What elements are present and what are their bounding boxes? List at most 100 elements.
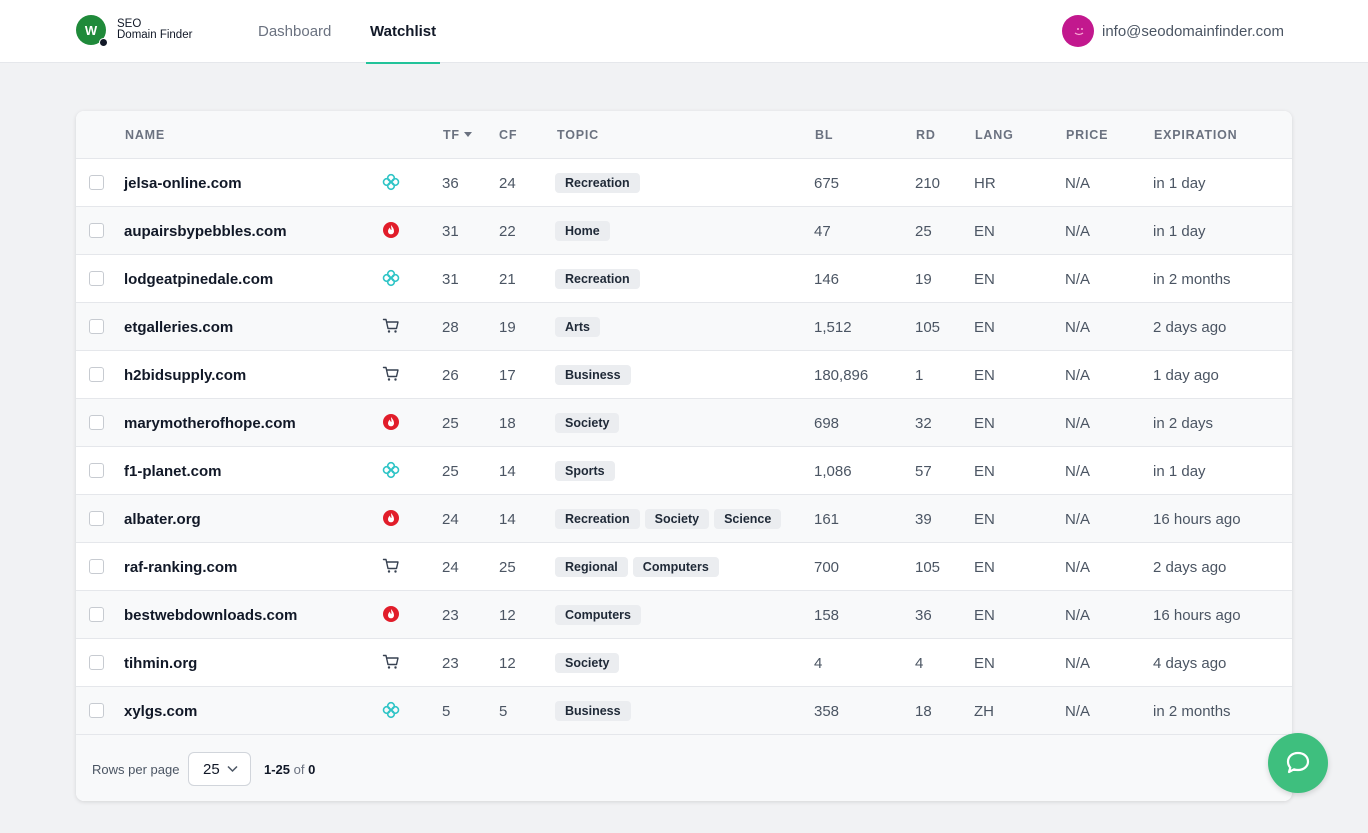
topic-tag[interactable]: Recreation bbox=[555, 269, 640, 289]
topic-tag[interactable]: Computers bbox=[632, 557, 719, 577]
rows-per-page-select[interactable]: 25 bbox=[188, 752, 251, 786]
domain-name[interactable]: raf-ranking.com bbox=[124, 559, 238, 576]
pagination-range-value: 1-25 bbox=[264, 762, 291, 777]
table-row[interactable]: raf-ranking.com 24 25 700 105 EN N/A 2 days ago… bbox=[76, 542, 1292, 590]
domain-name[interactable]: jelsa-online.com bbox=[124, 175, 242, 192]
domain-name[interactable]: marymotherofhope.com bbox=[124, 415, 296, 432]
topic-tags: Business bbox=[555, 701, 631, 721]
cell-tf: 5 bbox=[442, 703, 451, 720]
column-header-tf[interactable]: TF bbox=[443, 128, 472, 142]
cell-price: N/A bbox=[1065, 415, 1091, 432]
topic-tag[interactable]: Science bbox=[714, 509, 782, 529]
cell-lang: EN bbox=[974, 367, 995, 384]
domain-name[interactable]: xylgs.com bbox=[124, 703, 198, 720]
row-checkbox[interactable] bbox=[89, 415, 104, 430]
table-row[interactable]: f1-planet.com 25 14 1,086 57 EN N/A in 1 day Spo… bbox=[76, 446, 1292, 494]
cell-cf: 24 bbox=[499, 175, 516, 192]
table-row[interactable]: etgalleries.com 28 19 1,512 105 EN N/A 2 days a… bbox=[76, 302, 1292, 350]
user-email: info@seodomainfinder.com bbox=[1102, 22, 1284, 40]
topic-tags: Sports bbox=[555, 461, 615, 481]
topic-tag[interactable]: Regional bbox=[555, 557, 628, 577]
topic-tag[interactable]: Recreation bbox=[555, 509, 640, 529]
column-header-bl[interactable]: BL bbox=[815, 128, 834, 142]
chat-support-button[interactable] bbox=[1268, 733, 1328, 793]
topic-tag[interactable]: Sports bbox=[555, 461, 615, 481]
table-row[interactable]: marymotherofhope.com 25 18 698 32 EN N/A in 2 d… bbox=[76, 398, 1292, 446]
column-header-price[interactable]: PRICE bbox=[1066, 128, 1109, 142]
domain-name[interactable]: albater.org bbox=[124, 511, 201, 528]
row-checkbox[interactable] bbox=[89, 511, 104, 526]
domain-name[interactable]: lodgeatpinedale.com bbox=[124, 271, 274, 288]
user-menu[interactable]: info@seodomainfinder.com bbox=[1062, 15, 1284, 47]
table-row[interactable]: xylgs.com 5 5 358 18 ZH N/A in 2 months Business bbox=[76, 686, 1292, 734]
column-header-expiration[interactable]: EXPIRATION bbox=[1154, 128, 1238, 142]
topic-tag[interactable]: Recreation bbox=[555, 173, 640, 193]
row-checkbox[interactable] bbox=[89, 271, 104, 286]
table-footer: Rows per page 25 1-25 of 0 bbox=[76, 734, 1292, 801]
sort-desc-icon[interactable] bbox=[463, 132, 472, 137]
table-row[interactable]: jelsa-online.com 36 24 675 210 HR N/A in 1 day R… bbox=[76, 158, 1292, 206]
column-header-topic[interactable]: TOPIC bbox=[557, 128, 599, 142]
row-checkbox[interactable] bbox=[89, 559, 104, 574]
domain-name[interactable]: aupairsbypebbles.com bbox=[124, 223, 287, 240]
column-header-rd[interactable]: RD bbox=[916, 128, 936, 142]
row-checkbox[interactable] bbox=[89, 703, 104, 718]
topic-tag[interactable]: Computers bbox=[555, 605, 641, 625]
topic-tags: Society bbox=[555, 413, 620, 433]
nav-watchlist[interactable]: Watchlist bbox=[366, 0, 441, 64]
cell-expiration: 2 days ago bbox=[1153, 319, 1227, 336]
row-checkbox[interactable] bbox=[89, 607, 104, 622]
nav-dashboard[interactable]: Dashboard bbox=[258, 23, 332, 40]
watchlist-table: NAME TF CF TOPIC BL RD LANG PRICE EXPIRA… bbox=[76, 111, 1292, 801]
topic-tag[interactable]: Society bbox=[555, 413, 620, 433]
table-row[interactable]: lodgeatpinedale.com 31 21 146 19 EN N/A in 2 mo… bbox=[76, 254, 1292, 302]
row-checkbox[interactable] bbox=[89, 367, 104, 382]
topic-tag[interactable]: Business bbox=[555, 365, 631, 385]
rows-per-page-label: Rows per page bbox=[92, 762, 180, 777]
topic-tags: Business bbox=[555, 365, 631, 385]
cell-bl: 1,086 bbox=[814, 463, 852, 480]
topic-tag[interactable]: Arts bbox=[555, 317, 601, 337]
topic-tag[interactable]: Society bbox=[555, 653, 620, 673]
row-checkbox[interactable] bbox=[89, 463, 104, 478]
topic-tags: Home bbox=[555, 221, 610, 241]
column-header-cf[interactable]: CF bbox=[499, 128, 518, 142]
cell-price: N/A bbox=[1065, 175, 1091, 192]
pagination-total: 0 bbox=[308, 762, 316, 777]
row-checkbox[interactable] bbox=[89, 655, 104, 670]
cell-expiration: in 1 day bbox=[1153, 175, 1206, 192]
topic-tags: Recreation Society Science bbox=[555, 509, 782, 529]
column-header-lang[interactable]: LANG bbox=[975, 128, 1014, 142]
cart-icon bbox=[382, 317, 400, 335]
table-row[interactable]: aupairsbypebbles.com 31 22 47 25 EN N/A in 1 da… bbox=[76, 206, 1292, 254]
cell-price: N/A bbox=[1065, 367, 1091, 384]
domain-name[interactable]: tihmin.org bbox=[124, 655, 198, 672]
cell-expiration: 1 day ago bbox=[1153, 367, 1219, 384]
column-header-name[interactable]: NAME bbox=[125, 128, 166, 142]
domain-name[interactable]: f1-planet.com bbox=[124, 463, 222, 480]
table-row[interactable]: albater.org 24 14 161 39 EN N/A 16 hours ago Rec… bbox=[76, 494, 1292, 542]
topic-tag[interactable]: Home bbox=[555, 221, 610, 241]
table-row[interactable]: bestwebdownloads.com 23 12 158 36 EN N/A 16 hou… bbox=[76, 590, 1292, 638]
row-checkbox[interactable] bbox=[89, 223, 104, 238]
brand-logo[interactable]: W SEO Domain Finder bbox=[76, 15, 192, 47]
table-row[interactable]: h2bidsupply.com 26 17 180,896 1 EN N/A 1 day ag… bbox=[76, 350, 1292, 398]
cell-lang: EN bbox=[974, 607, 995, 624]
domain-name[interactable]: bestwebdownloads.com bbox=[124, 607, 298, 624]
topic-tag[interactable]: Business bbox=[555, 701, 631, 721]
topic-tags: Computers bbox=[555, 605, 641, 625]
topic-tags: Arts bbox=[555, 317, 601, 337]
logo-letter: W bbox=[84, 22, 98, 38]
row-checkbox[interactable] bbox=[89, 175, 104, 190]
domain-name[interactable]: etgalleries.com bbox=[124, 319, 234, 336]
table-row[interactable]: tihmin.org 23 12 4 4 EN N/A 4 days ago Society bbox=[76, 638, 1292, 686]
cell-cf: 21 bbox=[499, 271, 516, 288]
topic-tag[interactable]: Society bbox=[644, 509, 710, 529]
row-checkbox[interactable] bbox=[89, 319, 104, 334]
cell-rd: 4 bbox=[915, 655, 924, 672]
cell-tf: 23 bbox=[442, 607, 459, 624]
cell-cf: 12 bbox=[499, 607, 516, 624]
cell-bl: 47 bbox=[814, 223, 831, 240]
domain-name[interactable]: h2bidsupply.com bbox=[124, 367, 247, 384]
chat-bubble-icon bbox=[1286, 751, 1310, 774]
